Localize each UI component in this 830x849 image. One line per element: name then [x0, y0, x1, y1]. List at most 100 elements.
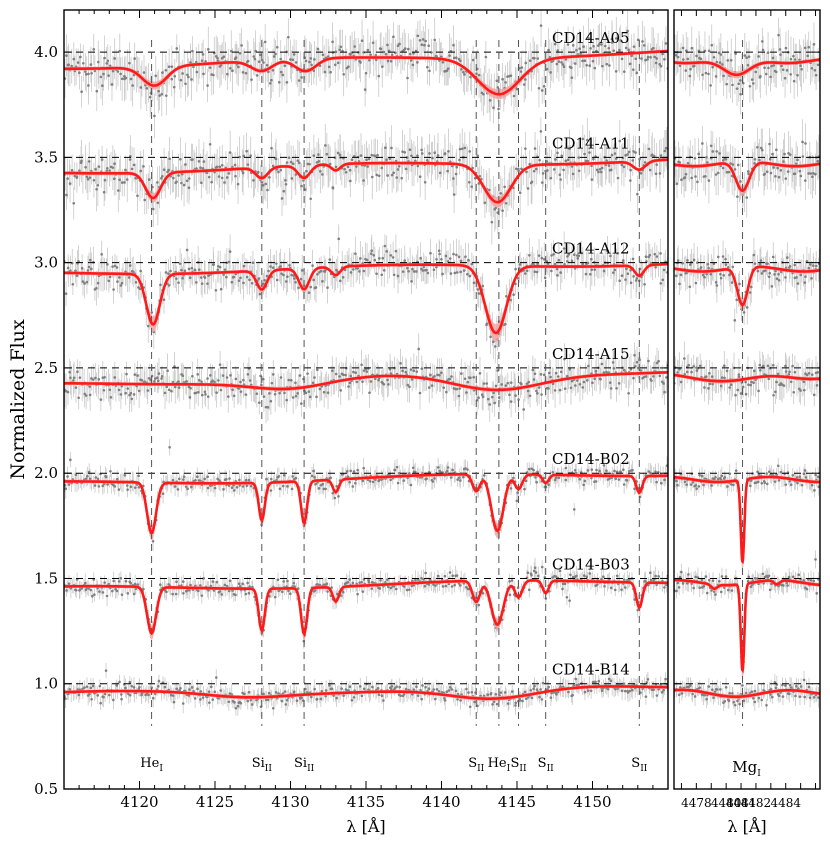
- data-point: [179, 158, 182, 161]
- data-point: [460, 68, 463, 71]
- data-point: [377, 75, 380, 78]
- data-point: [621, 274, 624, 277]
- data-point: [106, 167, 109, 170]
- data-point: [173, 75, 176, 78]
- data-point: [119, 73, 122, 76]
- data-point: [435, 258, 438, 261]
- data-point: [442, 61, 445, 64]
- data-point: [181, 277, 184, 280]
- data-point: [603, 270, 606, 273]
- data-point: [347, 166, 350, 169]
- data-point: [392, 171, 395, 174]
- data-point: [265, 183, 268, 186]
- data-point: [372, 254, 375, 257]
- data-point: [445, 255, 448, 258]
- data-point: [446, 170, 449, 173]
- data-point: [295, 61, 298, 64]
- data-point: [107, 59, 110, 62]
- data-point: [300, 76, 303, 79]
- data-point: [300, 185, 303, 188]
- data-point: [663, 269, 666, 272]
- data-point: [313, 58, 316, 61]
- data-point: [433, 39, 436, 42]
- data-point: [319, 170, 322, 173]
- data-point: [431, 157, 434, 160]
- data-point: [452, 177, 455, 180]
- data-point: [524, 78, 527, 81]
- data-point: [200, 276, 203, 279]
- data-point: [326, 286, 329, 289]
- data-point: [440, 258, 443, 261]
- data-point: [531, 180, 534, 183]
- data-point: [143, 71, 146, 74]
- data-point: [261, 181, 264, 184]
- data-point: [534, 147, 537, 150]
- data-point: [420, 149, 423, 152]
- data-point: [638, 158, 641, 161]
- data-point: [519, 263, 522, 266]
- data-point: [550, 177, 553, 180]
- data-point: [97, 282, 100, 285]
- data-point: [221, 164, 224, 167]
- data-point: [108, 280, 111, 283]
- data-point: [290, 161, 293, 164]
- data-point: [237, 183, 240, 186]
- data-point: [103, 191, 106, 194]
- data-point: [459, 59, 462, 62]
- data-point: [458, 159, 461, 162]
- data-point: [258, 277, 261, 280]
- data-point: [427, 272, 430, 275]
- data-point: [478, 74, 481, 77]
- data-point: [596, 169, 599, 172]
- data-point: [247, 163, 250, 166]
- data-point: [129, 158, 132, 161]
- data-point: [646, 58, 649, 61]
- data-point: [392, 256, 395, 259]
- data-point: [206, 282, 209, 285]
- data-point: [347, 65, 350, 68]
- data-point: [231, 281, 234, 284]
- data-point: [285, 280, 288, 283]
- data-point: [371, 176, 374, 179]
- data-point: [175, 47, 178, 50]
- data-point: [294, 281, 297, 284]
- data-point: [298, 79, 301, 82]
- data-point: [181, 72, 184, 75]
- data-point: [98, 165, 101, 168]
- data-point: [450, 272, 453, 275]
- data-point: [655, 163, 658, 166]
- data-point: [556, 274, 559, 277]
- data-point: [468, 181, 471, 184]
- data-point: [560, 155, 563, 158]
- data-point: [322, 53, 325, 56]
- data-point: [317, 153, 320, 156]
- data-point: [574, 62, 577, 65]
- data-point: [366, 259, 369, 262]
- data-point: [201, 59, 204, 62]
- data-point: [505, 202, 508, 205]
- data-point: [86, 281, 89, 284]
- data-point: [606, 63, 609, 66]
- data-point: [321, 173, 324, 176]
- data-point: [128, 62, 131, 65]
- data-point: [390, 60, 393, 63]
- data-point: [310, 64, 313, 67]
- data-point: [73, 175, 76, 178]
- data-point: [417, 35, 420, 38]
- data-point: [321, 280, 324, 283]
- data-point: [118, 276, 121, 279]
- data-point: [328, 66, 331, 69]
- data-point: [308, 61, 311, 64]
- data-point: [631, 159, 634, 162]
- data-point: [374, 259, 377, 262]
- data-point: [547, 49, 550, 52]
- data-point: [189, 276, 192, 279]
- data-point: [92, 378, 95, 381]
- data-point: [649, 169, 652, 172]
- data-point: [537, 57, 540, 60]
- data-point: [168, 284, 171, 287]
- data-point: [342, 73, 345, 76]
- data-point: [459, 148, 462, 151]
- data-point: [559, 271, 562, 274]
- data-point: [349, 169, 352, 172]
